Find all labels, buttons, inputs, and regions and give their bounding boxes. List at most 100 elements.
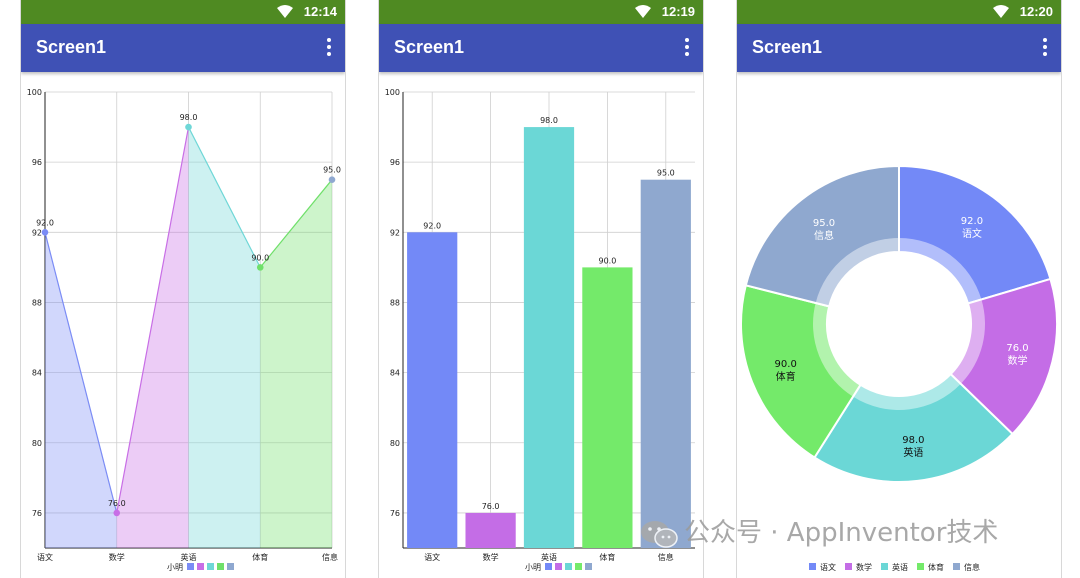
slice-category-label: 体育 <box>776 370 796 383</box>
y-tick-label: 92 <box>390 228 400 237</box>
legend-label: 英语 <box>892 562 908 572</box>
bar <box>640 179 691 548</box>
legend-swatch <box>207 563 214 570</box>
wifi-icon <box>993 5 1009 18</box>
data-label: 76.0 <box>482 502 500 511</box>
data-label: 92.0 <box>423 221 441 230</box>
data-label: 76.0 <box>108 499 126 508</box>
y-tick-label: 92 <box>32 228 42 237</box>
wifi-icon <box>635 5 651 18</box>
app-title: Screen1 <box>752 37 823 57</box>
x-tick-label: 信息 <box>658 552 674 562</box>
status-time: 12:20 <box>1019 4 1053 19</box>
area-segment <box>188 127 261 549</box>
x-tick-label: 语文 <box>37 552 53 562</box>
wifi-icon <box>277 5 293 18</box>
data-label: 95.0 <box>657 169 675 178</box>
x-tick-label: 英语 <box>181 552 197 562</box>
slice-category-label: 英语 <box>903 446 923 459</box>
app-title: Screen1 <box>394 37 465 57</box>
data-label: 92.0 <box>36 218 54 227</box>
data-point <box>185 123 192 131</box>
app-title: Screen1 <box>36 37 107 57</box>
pie-slice-inner-ring <box>815 238 899 307</box>
legend-swatch <box>565 563 572 570</box>
x-tick-label: 体育 <box>599 552 615 562</box>
status-bar: 12:20 <box>737 0 1061 24</box>
phone-screen-2: 12:19 Screen1 76 80 84 88 92 96 100 92.0 语文 76.0 数… <box>378 0 704 578</box>
slice-value-label: 98.0 <box>902 435 924 446</box>
data-label: 98.0 <box>540 116 558 125</box>
app-bar: Screen1 <box>21 24 345 72</box>
legend-label: 小明 <box>167 563 183 572</box>
overflow-menu-icon[interactable] <box>683 38 691 58</box>
y-tick-label: 76 <box>32 509 42 518</box>
pie-slice-inner-ring <box>950 299 985 384</box>
line-area-chart: 76 80 84 88 92 96 100 92.0 76.0 98.0 90.0 95.0 语文 数学 英… <box>27 88 341 572</box>
status-time: 12:19 <box>661 4 695 19</box>
x-tick-label: 信息 <box>322 552 338 562</box>
y-tick-label: 80 <box>32 439 42 448</box>
y-tick-label: 76 <box>390 509 400 518</box>
bar <box>407 232 458 549</box>
legend-label: 语文 <box>820 562 836 572</box>
x-tick-label: 英语 <box>541 552 557 562</box>
slice-value-label: 92.0 <box>961 216 983 227</box>
overflow-menu-icon[interactable] <box>325 38 333 58</box>
slice-category-label: 信息 <box>814 229 834 242</box>
legend-swatch <box>187 563 194 570</box>
data-point <box>256 264 264 271</box>
y-tick-label: 80 <box>390 439 400 448</box>
bar <box>465 512 516 548</box>
area-segment <box>45 232 117 549</box>
watermark: 公众号 · AppInventor技术 <box>640 512 998 549</box>
legend-swatch <box>227 563 234 570</box>
y-tick-label: 100 <box>27 88 42 97</box>
y-tick-label: 84 <box>390 369 400 378</box>
y-tick-label: 96 <box>390 158 400 167</box>
y-tick-label: 100 <box>385 88 400 97</box>
area-segment <box>116 127 189 549</box>
phone-screen-3: 12:20 Screen1 92.0 语文 76.0 数学 98.0 英语 90.0 体育 95… <box>736 0 1062 578</box>
area-segment <box>260 179 332 548</box>
legend-swatch <box>217 563 224 570</box>
legend-label: 数学 <box>856 562 872 572</box>
legend-swatch <box>555 563 562 570</box>
legend-label: 信息 <box>964 562 980 572</box>
slice-category-label: 语文 <box>962 227 982 240</box>
watermark-text: 公众号 · AppInventor技术 <box>684 518 999 548</box>
y-tick-label: 96 <box>32 158 42 167</box>
slice-value-label: 90.0 <box>775 359 797 370</box>
pie-slice-inner-ring <box>813 302 861 397</box>
y-tick-label: 84 <box>32 369 42 378</box>
data-label: 90.0 <box>598 256 616 265</box>
x-tick-label: 数学 <box>109 552 125 562</box>
donut-hole <box>827 252 971 396</box>
data-label: 95.0 <box>323 166 341 175</box>
data-point <box>41 229 49 236</box>
status-bar: 12:19 <box>379 0 703 24</box>
data-point <box>113 509 121 517</box>
legend-label: 小明 <box>525 563 541 572</box>
slice-category-label: 数学 <box>1007 354 1027 367</box>
app-bar: Screen1 <box>379 24 703 72</box>
app-bar: Screen1 <box>737 24 1061 72</box>
data-point <box>328 176 336 183</box>
bar <box>523 127 575 549</box>
data-label: 90.0 <box>251 253 269 262</box>
status-time: 12:14 <box>303 4 337 19</box>
legend-swatch <box>845 563 852 570</box>
legend-swatch <box>575 563 582 570</box>
legend-swatch <box>197 563 204 570</box>
pie-slice-inner-ring <box>853 374 961 410</box>
legend-swatch <box>585 563 592 570</box>
y-tick-label: 88 <box>390 298 400 307</box>
phone-screen-1: 12:14 Screen1 76 80 84 88 92 96 100 92.0 76.0 98.… <box>20 0 346 578</box>
overflow-menu-icon[interactable] <box>1041 38 1049 58</box>
bar <box>582 267 633 548</box>
legend-swatch <box>545 563 552 570</box>
y-tick-label: 88 <box>32 298 42 307</box>
wechat-icon <box>641 520 678 548</box>
series-line <box>44 232 118 514</box>
